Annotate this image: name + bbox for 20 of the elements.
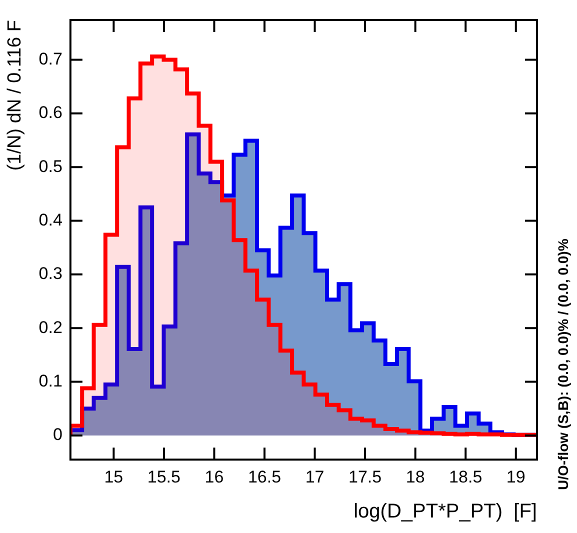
y-tick-label: 0.2	[38, 318, 62, 337]
y-tick-label: 0.1	[38, 371, 62, 390]
x-tick-label: 18.5	[449, 467, 482, 486]
x-tick-label: 17	[305, 467, 324, 486]
y-tick-label: 0.5	[38, 156, 62, 176]
x-tick-label: 16	[204, 467, 224, 486]
y-tick-label: 0.7	[38, 49, 62, 68]
x-tick-label: 18	[406, 467, 425, 486]
y-tick-label: 0.3	[38, 264, 62, 284]
x-axis-title: log(D_PT*P_PT) [F]	[354, 500, 537, 523]
x-tick-label: 15.5	[147, 467, 180, 486]
x-tick-label: 16.5	[248, 467, 282, 486]
x-tick-label: 19	[506, 467, 526, 486]
y-tick-label: 0.4	[38, 210, 62, 230]
y-tick-label: 0.6	[38, 103, 62, 122]
y-tick-label: 0	[52, 425, 62, 444]
text: U/O-flow (S,B): (0.0, 0.0)% / (0.0, 0.0)%	[555, 238, 571, 490]
y-axis-title: (1/N) dN / 0.116 F	[4, 20, 26, 171]
x-tick-label: 17.5	[348, 467, 382, 486]
x-tick-label: 15	[104, 467, 124, 486]
